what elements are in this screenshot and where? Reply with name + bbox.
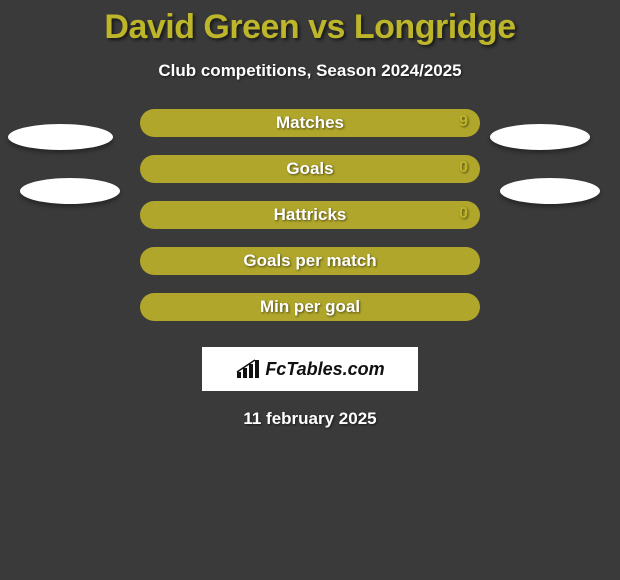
stat-label: Goals per match [140,251,480,271]
subtitle: Club competitions, Season 2024/2025 [0,61,620,81]
stat-row: Hattricks0 [0,201,620,247]
page-title: David Green vs Longridge [0,0,620,47]
stat-row: Goals per match [0,247,620,293]
brand-badge: FcTables.com [202,347,418,391]
decorative-ellipse [8,124,113,150]
decorative-ellipse [490,124,590,150]
decorative-ellipse [500,178,600,204]
stat-value: 0 [459,159,468,177]
stat-label: Hattricks [140,205,480,225]
date-text: 11 february 2025 [0,409,620,429]
stat-value: 0 [459,205,468,223]
decorative-ellipse [20,178,120,204]
stat-label: Min per goal [140,297,480,317]
chart-bars-icon [235,358,261,380]
brand-text: FcTables.com [265,359,384,380]
stat-row: Min per goal [0,293,620,339]
stat-value: 9 [459,113,468,131]
stat-label: Goals [140,159,480,179]
stat-label: Matches [140,113,480,133]
